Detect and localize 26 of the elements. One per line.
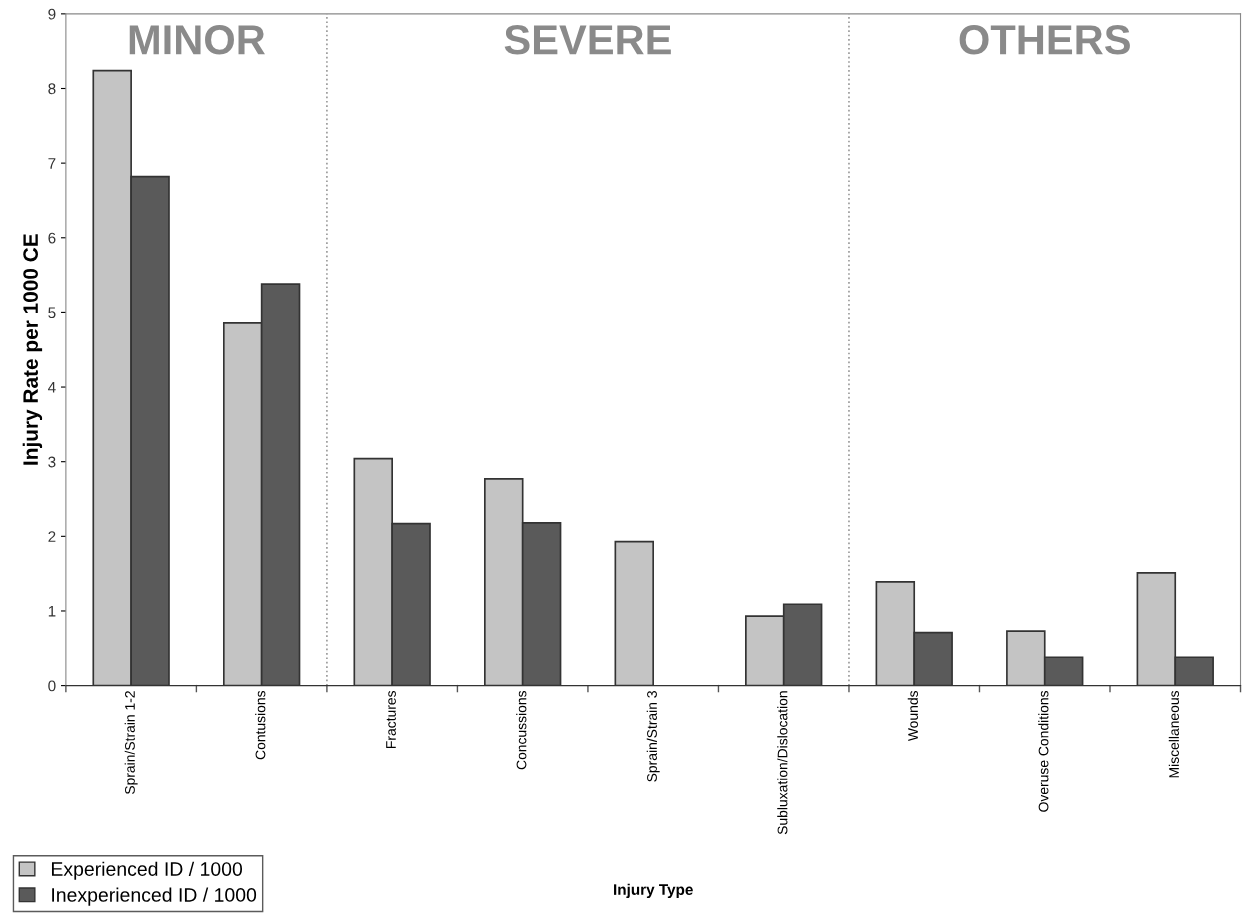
y-tick-label: 9 (48, 8, 56, 20)
x-tick-label: Subluxation/Dislocation (777, 691, 788, 835)
x-tick-label: Fractures (386, 690, 396, 748)
y-tick-label: 6 (48, 232, 56, 244)
y-tick-label: 7 (48, 158, 56, 169)
x-tick-label: Concussions (516, 690, 527, 770)
y-tick-label: 2 (48, 531, 56, 542)
x-tick-label: Overuse Conditions (1038, 690, 1049, 812)
x-tick-label: Miscellaneous (1168, 690, 1179, 778)
annotation: MINOR (129, 25, 265, 55)
y-tick-label: 0 (48, 680, 56, 692)
y-tick-label: 1 (48, 605, 56, 617)
x-tick-label: Contusions (255, 690, 266, 760)
x-tick-label: Sprain/Strain 1-2 (124, 691, 138, 795)
legend-label: Inexperienced ID / 1000 (52, 887, 257, 906)
y-tick-label: 8 (48, 83, 56, 95)
annotation: SEVERE (504, 25, 671, 55)
x-tick-label: Sprain/Strain 3 (646, 691, 660, 782)
x-tick-label: Wounds (907, 690, 918, 742)
y-axis-title: Injury Rate per 1000 CE (22, 234, 43, 465)
y-tick-label: 4 (48, 382, 56, 393)
y-tick-label: 3 (48, 456, 56, 468)
annotation: OTHERS (959, 25, 1130, 55)
y-tick-label: 5 (48, 307, 56, 319)
legend-label: Experienced ID / 1000 (51, 861, 243, 880)
x-axis-title: Injury Type (614, 883, 693, 899)
